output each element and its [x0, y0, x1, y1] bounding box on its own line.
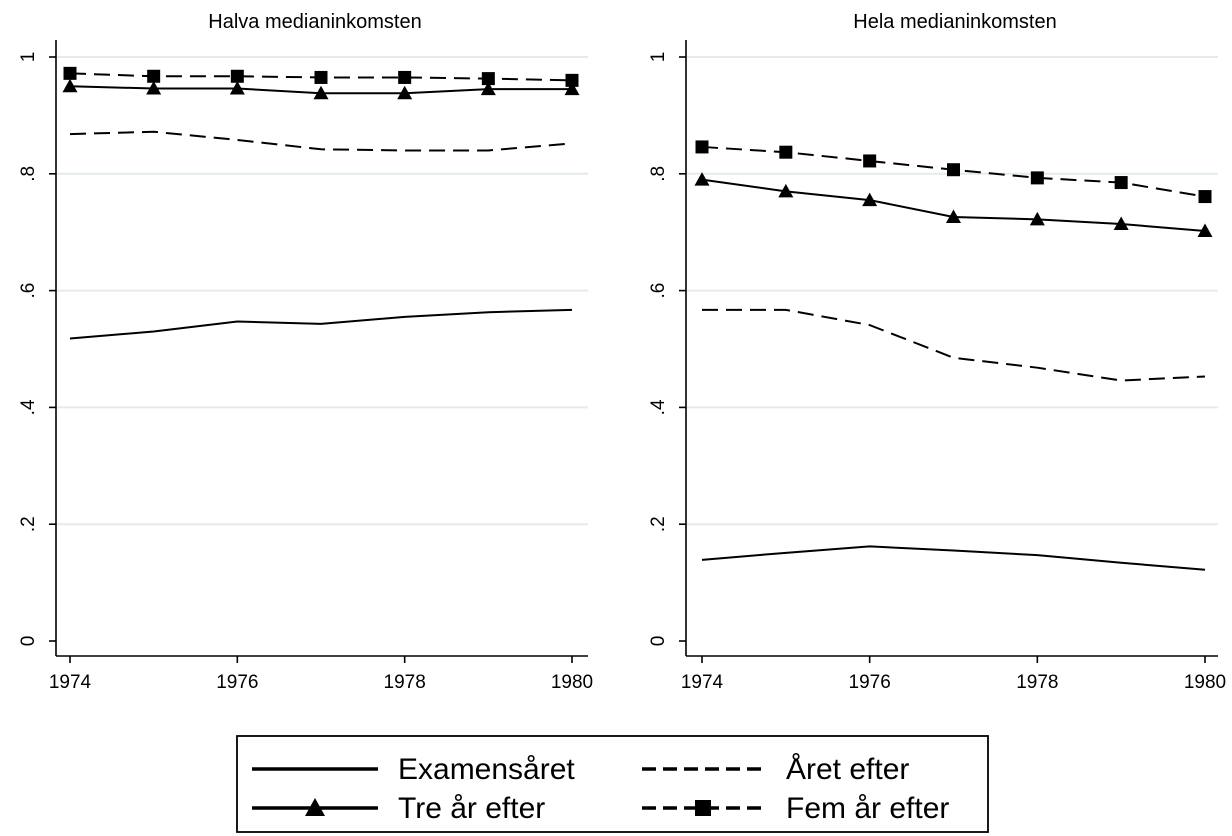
chart-panel-1: Halva medianinkomsten 0 .2 .4 .6 .8 1 1974 1976 1… — [18, 11, 593, 693]
y-tick-label: .8 — [648, 166, 669, 182]
x-tick-label: 1976 — [849, 672, 891, 693]
y-tick-label: .4 — [648, 399, 669, 415]
data-point-triangle — [946, 209, 961, 224]
x-tick-label: 1974 — [49, 672, 92, 693]
data-point-square — [398, 70, 412, 84]
data-point-square — [779, 145, 793, 159]
data-point-square — [1114, 176, 1128, 190]
data-point-triangle — [778, 183, 794, 198]
series-line — [702, 308, 1206, 382]
series-fem-år-efter — [63, 66, 579, 87]
y-tick-label: 0 — [18, 636, 39, 647]
series-examensåret — [69, 308, 573, 340]
data-point-square — [947, 163, 960, 177]
data-point-square — [481, 72, 495, 86]
x-tick-label: 1980 — [551, 672, 593, 693]
x-tick-label: 1978 — [1016, 672, 1058, 693]
series-året-efter — [69, 130, 573, 152]
panel-title: Halva medianinkomsten — [208, 11, 421, 33]
y-tick-label: .6 — [648, 283, 669, 299]
legend-marker-square — [695, 800, 711, 816]
legend-marker-triangle — [305, 798, 325, 816]
legend-box — [236, 735, 989, 833]
y-tick-label: .8 — [18, 166, 39, 182]
data-point-square — [314, 70, 328, 84]
series-fem-år-efter — [695, 140, 1212, 204]
series-line — [69, 130, 573, 152]
data-point-square — [63, 66, 77, 80]
legend-item: Examensåret — [252, 753, 575, 786]
data-point-triangle — [397, 85, 413, 100]
y-tick-label: .2 — [18, 516, 39, 532]
legend-label: Examensåret — [398, 753, 575, 786]
series-line — [701, 178, 1206, 233]
series-line — [69, 308, 573, 340]
data-point-triangle — [1197, 223, 1213, 238]
legend: Examensåret Året efter Tre år efter Fem år … — [236, 735, 989, 833]
data-point-square — [695, 140, 709, 154]
x-tick-label: 1978 — [384, 672, 426, 693]
data-point-square — [565, 73, 579, 87]
legend-item: Fem år efter — [642, 792, 949, 825]
data-point-triangle — [1029, 211, 1045, 226]
series-tre-år-efter — [62, 78, 580, 100]
data-point-square — [230, 69, 244, 83]
data-point-triangle — [480, 81, 496, 96]
data-point-triangle — [62, 78, 78, 93]
data-point-square — [147, 69, 161, 83]
data-point-square — [1030, 171, 1044, 185]
legend-item: Tre år efter — [252, 792, 545, 825]
y-tick-label: 1 — [648, 52, 669, 63]
y-tick-label: .2 — [648, 516, 669, 532]
series-tre-år-efter — [694, 172, 1213, 238]
x-tick-label: 1980 — [1184, 672, 1226, 693]
data-point-triangle — [1113, 216, 1129, 231]
legend-label: Fem år efter — [786, 792, 949, 825]
y-tick-label: .4 — [18, 399, 39, 415]
data-point-triangle — [229, 81, 245, 95]
legend-label: Tre år efter — [398, 792, 545, 825]
series-året-efter — [702, 308, 1206, 382]
series-examensåret — [701, 545, 1206, 571]
data-point-triangle — [564, 81, 580, 96]
chart-panel-2: Hela medianinkomsten 0 .2 .4 .6 .8 1 1974 1976 19… — [648, 11, 1226, 693]
y-tick-label: 1 — [18, 52, 39, 63]
data-point-triangle — [313, 85, 329, 100]
data-point-square — [863, 154, 877, 168]
y-tick-label: 0 — [648, 636, 669, 647]
panel-title: Hela medianinkomsten — [853, 11, 1056, 33]
data-point-triangle — [862, 192, 878, 207]
data-point-triangle — [694, 172, 710, 186]
series-line — [701, 545, 1206, 571]
data-point-square — [1198, 190, 1212, 204]
legend-item: Året efter — [642, 753, 909, 786]
x-tick-label: 1974 — [681, 672, 724, 693]
data-point-triangle — [146, 81, 162, 95]
y-tick-label: .6 — [18, 283, 39, 299]
x-tick-label: 1976 — [216, 672, 258, 693]
legend-label: Året efter — [786, 753, 909, 786]
